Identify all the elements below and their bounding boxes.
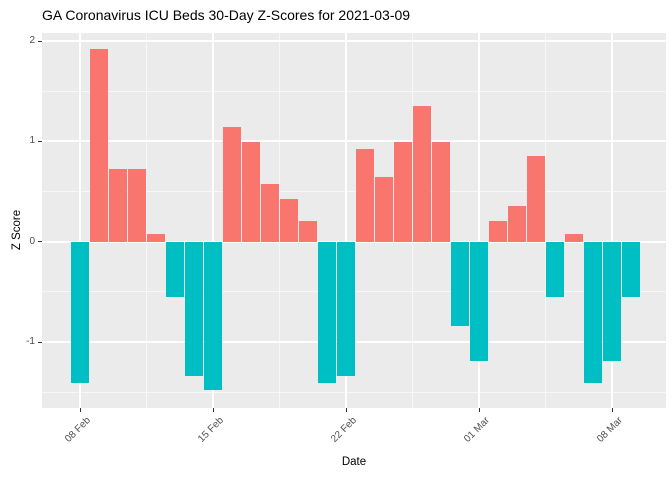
bar [584,241,602,384]
x-tick-mark [213,408,214,412]
gridline-x-major [345,33,347,408]
bar [71,241,89,384]
x-tick-label: 22 Feb [328,415,359,445]
x-tick-mark [479,408,480,412]
bar [508,205,526,242]
bar [546,241,564,297]
bar [413,106,431,242]
bar [128,169,146,242]
bar [527,156,545,242]
bar [565,233,583,242]
y-tick-label: -1 [26,336,35,347]
gridline-x-major [212,33,214,408]
gridline-y-major [42,40,666,43]
bar [356,149,374,242]
bar [185,241,203,377]
gridline-y-minor [42,90,666,92]
gridline-x-minor [279,33,280,408]
gridline-x-major [79,33,81,408]
bar [603,241,621,362]
x-tick-mark [346,408,347,412]
bar [261,183,279,242]
bar [204,241,222,391]
bar [147,233,165,242]
bar [299,220,317,242]
x-tick-label: 08 Mar [594,415,625,445]
gridline-y-minor [42,191,666,193]
x-tick-label: 15 Feb [195,415,226,445]
plot-panel [42,33,666,408]
gridline-x-major [611,33,613,408]
y-tick-mark [38,140,42,142]
y-tick-mark [38,341,42,343]
x-tick-mark [80,408,81,412]
bar [375,176,393,242]
y-tick-label: 1 [29,135,35,147]
bar [622,241,640,297]
bar [470,241,488,362]
bar [337,241,355,377]
gridline-x-minor [412,33,413,408]
bar [280,198,298,242]
bar [489,220,507,242]
bar [318,241,336,384]
gridline-x-major [478,33,480,408]
bar [166,241,184,297]
bar [451,241,469,326]
x-tick-mark [612,408,613,412]
x-axis-title: Date [341,456,367,468]
y-tick-label: 0 [29,235,35,247]
x-tick-label: 08 Feb [62,415,93,445]
bar [242,142,260,242]
y-tick-mark [38,241,42,243]
gridline-y-minor [42,391,666,393]
gridline-x-minor [146,33,147,408]
bar [109,169,127,242]
bar [223,127,241,242]
y-tick-mark [38,40,42,42]
y-tick-label: 2 [29,35,35,47]
x-tick-label: 01 Mar [461,415,492,445]
y-axis-title: Z Score [11,209,23,251]
gridline-x-minor [545,33,546,408]
chart-title: GA Coronavirus ICU Beds 30-Day Z-Scores … [42,7,411,23]
gridline-y-major [42,140,666,143]
bar [432,142,450,242]
bar [90,49,108,242]
bar [394,142,412,242]
